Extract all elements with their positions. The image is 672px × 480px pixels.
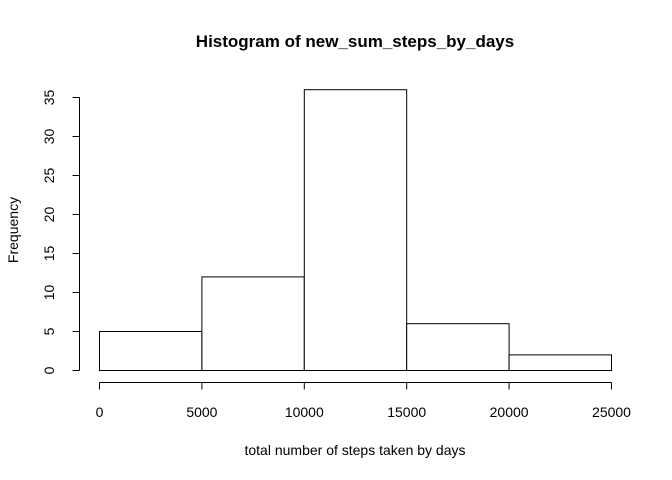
y-tick-label: 5 [41,327,57,335]
bars-group [99,89,613,372]
y-axis: 0 5 10 15 20 25 30 35 [41,90,80,374]
histogram-bar [201,276,305,371]
histogram-bar [303,89,408,371]
x-tick-label: 10000 [285,404,324,420]
y-tick-label: 30 [41,129,57,145]
histogram-bar [99,331,203,371]
x-axis-label: total number of steps taken by days [244,442,465,458]
x-tick-label: 20000 [490,404,529,420]
chart-title: Histogram of new_sum_steps_by_days [196,32,514,51]
y-tick-label: 20 [41,207,57,223]
y-tick-label: 0 [41,366,57,374]
x-tick-label: 15000 [387,404,426,420]
y-tick-label: 10 [41,285,57,301]
y-tick-label: 35 [41,90,57,106]
histogram-bar [508,354,613,371]
x-tick-label: 0 [96,404,104,420]
x-tick-label: 5000 [186,404,217,420]
x-tick-label: 25000 [592,404,631,420]
y-tick-label: 25 [41,168,57,184]
y-axis-label: Frequency [5,197,21,263]
y-tick-label: 15 [41,246,57,262]
x-axis: 0 5000 10000 15000 20000 25000 [96,382,631,420]
histogram-bar [406,323,510,372]
